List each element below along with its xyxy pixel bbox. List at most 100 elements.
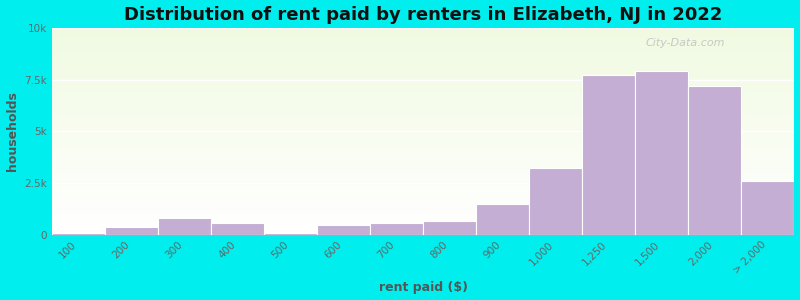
Bar	[52, 115, 794, 116]
Bar	[52, 206, 794, 207]
Bar	[52, 52, 794, 53]
Bar	[52, 129, 794, 130]
Bar	[52, 44, 794, 45]
Bar	[52, 231, 794, 232]
Bar	[52, 81, 794, 82]
Bar	[52, 191, 794, 192]
Bar	[52, 98, 794, 99]
Bar	[52, 125, 794, 126]
Bar	[52, 194, 794, 195]
Bar	[52, 95, 794, 96]
Bar	[52, 102, 794, 103]
Bar	[52, 232, 794, 233]
Bar	[52, 213, 794, 214]
Bar	[52, 136, 794, 137]
Bar	[52, 118, 794, 119]
Bar	[52, 65, 794, 66]
Bar	[52, 84, 794, 85]
Bar	[52, 73, 794, 74]
Bar	[52, 50, 794, 51]
Bar	[52, 100, 794, 101]
Bar	[52, 183, 794, 184]
Bar	[52, 193, 794, 194]
Bar	[52, 195, 794, 196]
Bar	[52, 233, 105, 235]
Bar	[52, 203, 794, 204]
Bar	[52, 150, 794, 151]
Bar	[52, 215, 794, 216]
Bar	[52, 199, 794, 200]
Bar	[52, 140, 794, 141]
Bar	[52, 233, 794, 234]
Bar	[52, 109, 794, 110]
Bar	[52, 77, 794, 78]
Bar	[52, 168, 794, 169]
Bar	[52, 181, 794, 182]
Bar	[52, 142, 794, 143]
Bar	[52, 228, 794, 229]
Bar	[52, 187, 794, 188]
Bar	[52, 177, 794, 178]
Bar	[52, 78, 794, 79]
Bar	[52, 201, 794, 202]
Bar	[52, 112, 794, 113]
Bar	[52, 184, 794, 185]
Bar	[52, 27, 794, 28]
Bar	[370, 223, 423, 235]
Bar	[52, 159, 794, 160]
Bar	[52, 37, 794, 38]
Bar	[52, 137, 794, 138]
Title: Distribution of rent paid by renters in Elizabeth, NJ in 2022: Distribution of rent paid by renters in …	[124, 6, 722, 24]
Bar	[52, 82, 794, 83]
Bar	[52, 83, 794, 84]
Bar	[52, 29, 794, 30]
Bar	[52, 57, 794, 58]
Bar	[52, 224, 794, 225]
Bar	[52, 59, 794, 60]
Bar	[52, 190, 794, 191]
Bar	[52, 62, 794, 63]
Bar	[52, 180, 794, 181]
Bar	[52, 96, 794, 97]
Bar	[52, 86, 794, 87]
Bar	[52, 132, 794, 133]
Bar	[52, 207, 794, 208]
Bar	[52, 45, 794, 46]
Bar	[52, 208, 794, 209]
Bar	[52, 166, 794, 167]
Bar	[52, 91, 794, 92]
Bar	[52, 74, 794, 75]
Bar	[52, 143, 794, 144]
Bar	[52, 121, 794, 122]
Bar	[52, 214, 794, 215]
Bar	[52, 209, 794, 210]
Bar	[52, 30, 794, 31]
Bar	[52, 221, 794, 222]
Bar	[52, 69, 794, 70]
Bar	[52, 60, 794, 61]
Bar	[52, 163, 794, 164]
Bar	[52, 76, 794, 77]
Bar	[52, 28, 794, 29]
Bar	[52, 126, 794, 127]
Bar	[52, 97, 794, 98]
Bar	[52, 175, 794, 176]
Bar	[52, 186, 794, 187]
Bar	[52, 138, 794, 139]
Bar	[52, 156, 794, 157]
Bar	[52, 226, 794, 227]
Bar	[52, 220, 794, 221]
Bar	[52, 47, 794, 48]
Bar	[52, 234, 794, 235]
Bar	[52, 124, 794, 125]
Bar	[52, 32, 794, 33]
Bar	[52, 178, 794, 179]
Bar	[52, 164, 794, 165]
Bar	[52, 39, 794, 40]
Bar	[52, 152, 794, 153]
Bar	[52, 189, 794, 190]
Bar	[742, 181, 794, 235]
Bar	[52, 133, 794, 134]
Bar	[52, 185, 794, 186]
Bar	[52, 225, 794, 226]
